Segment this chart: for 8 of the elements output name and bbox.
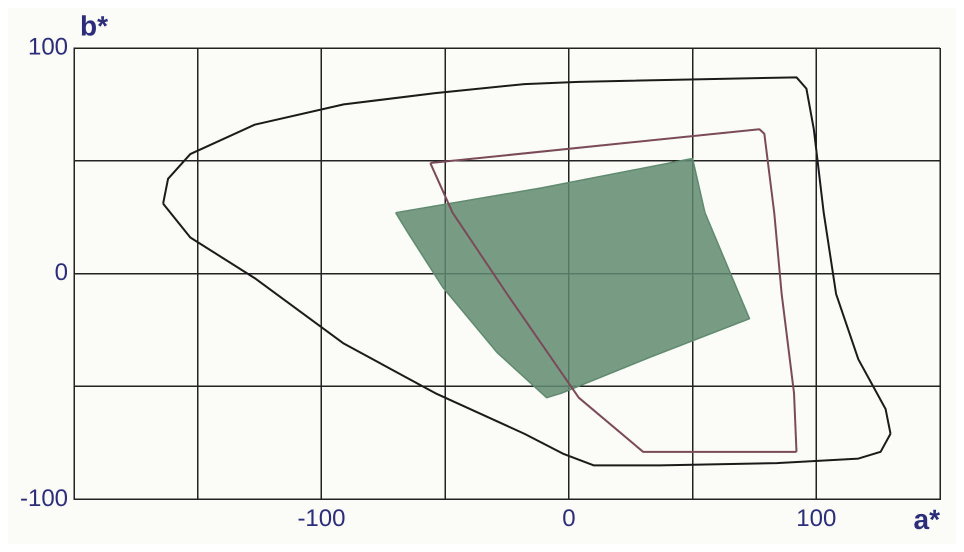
- y-tick-label: 100: [28, 34, 68, 61]
- x-axis-title: a*: [914, 504, 940, 535]
- y-tick-label: 0: [54, 259, 68, 286]
- y-tick-label: -100: [20, 484, 68, 512]
- x-tick-label: 100: [796, 505, 836, 532]
- x-tick-label: -100: [297, 505, 346, 532]
- y-axis-title: b*: [80, 10, 108, 42]
- x-tick-label: 0: [562, 505, 576, 532]
